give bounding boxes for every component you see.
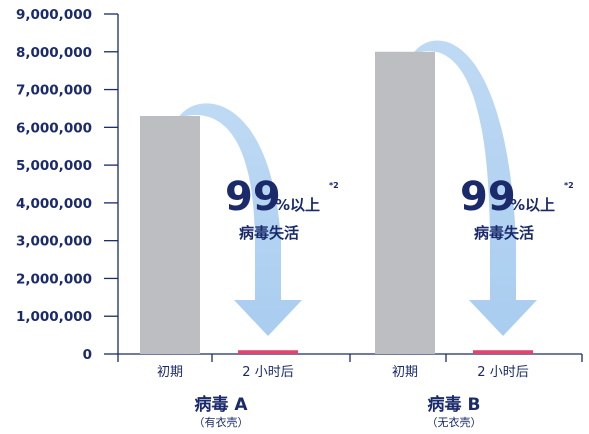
y-tick-label: 0 [83,347,92,363]
annotation-percent-number: 99 [225,174,281,220]
annotation-percent-suffix: %以上 [275,196,320,214]
bar-initial [140,116,200,354]
decrease-arrow [413,40,537,336]
y-tick-label: 5,000,000 [16,158,92,174]
x-category-label: 2 小时后 [242,365,293,380]
y-tick-label: 3,000,000 [16,234,92,250]
group-sublabel: （无衣壳） [427,415,482,429]
y-tick-label: 1,000,000 [16,309,92,325]
annotation-percent-suffix: %以上 [510,196,555,214]
group-sublabel: （有衣壳） [194,415,249,429]
annotation-inactivation-label: 病毒失活 [474,224,534,242]
y-tick-label: 6,000,000 [16,120,92,136]
x-category-label: 初期 [392,365,418,380]
decrease-arrow [178,103,302,336]
annotation-percent-number: 99 [460,174,516,220]
bar-after-2h [473,350,533,354]
group-label: 病毒 A [194,394,248,415]
y-tick-label: 8,000,000 [16,45,92,61]
y-tick-label: 9,000,000 [16,7,92,23]
y-tick-label: 2,000,000 [16,271,92,287]
x-category-label: 2 小时后 [477,365,528,380]
y-tick-label: 7,000,000 [16,83,92,99]
x-category-label: 初期 [157,365,183,380]
group-label: 病毒 B [428,394,481,415]
y-tick-label: 4,000,000 [16,196,92,212]
bar-initial [375,51,435,355]
bar-after-2h [238,350,298,354]
annotation-footnote-mark: *2 [329,181,339,190]
annotation-footnote-mark: *2 [564,181,574,190]
annotation-inactivation-label: 病毒失活 [239,224,299,242]
